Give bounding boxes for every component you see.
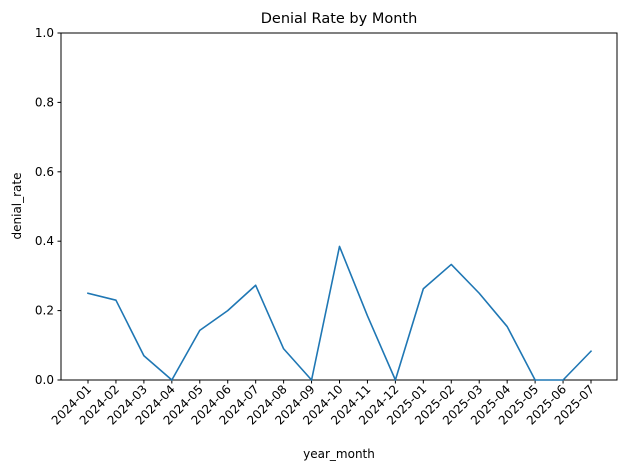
- y-tick-label: 0.2: [35, 304, 54, 318]
- y-tick-label: 0.8: [35, 95, 54, 109]
- chart-title: Denial Rate by Month: [261, 11, 418, 27]
- y-axis-label: denial_rate: [10, 172, 24, 239]
- y-tick-label: 1.0: [35, 26, 54, 40]
- y-tick-label: 0.6: [35, 165, 54, 179]
- y-tick-label: 0.4: [35, 234, 54, 248]
- y-tick-label: 0.0: [35, 373, 54, 387]
- x-axis-label: year_month: [303, 447, 375, 461]
